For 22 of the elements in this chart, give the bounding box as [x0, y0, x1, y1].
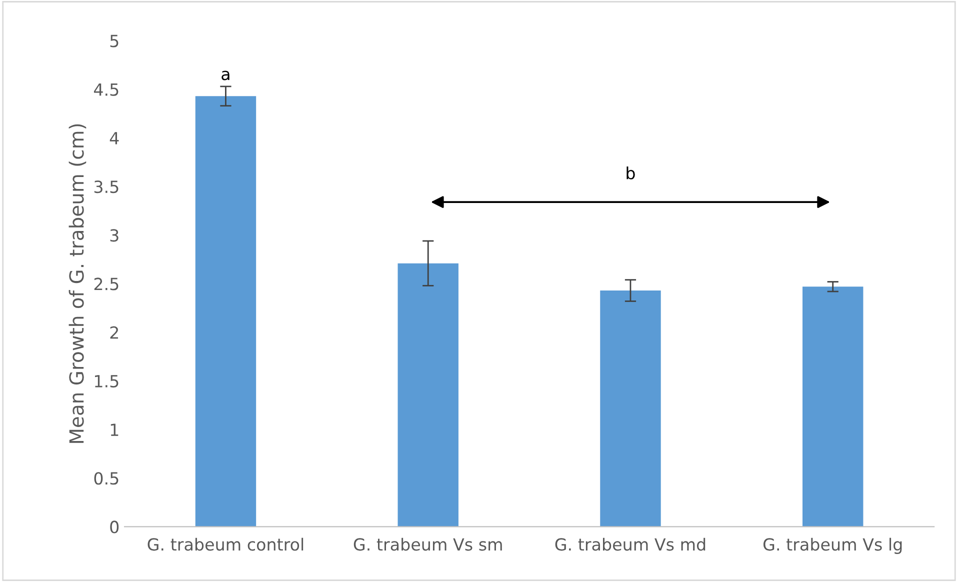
y-tick-label: 3.5	[94, 180, 118, 194]
y-tick-label: 0.5	[94, 472, 118, 485]
annotation: a	[222, 70, 230, 80]
y-tick-label: 2	[110, 326, 118, 339]
x-tick-label: G. trabeum Vs sm	[354, 538, 502, 551]
annotation: b	[626, 166, 635, 180]
y-tick-label: 5	[110, 34, 118, 48]
y-tick-label: 1.5	[95, 375, 118, 388]
y-tick-label: 0	[110, 520, 119, 534]
x-tick-label: G. trabeum Vs lg	[763, 538, 902, 554]
x-tick-label: G. trabeum control	[148, 538, 304, 551]
y-tick-label: 4.5	[94, 84, 118, 96]
y-tick-label: 2.5	[94, 278, 118, 290]
y-tick-label: 3	[110, 229, 118, 242]
bar	[195, 96, 256, 527]
y-axis-title: Mean Growth of G. trabeum (cm)	[68, 124, 86, 443]
x-tick-label: G. trabeum Vs md	[555, 538, 706, 551]
bar	[802, 286, 864, 527]
y-tick-label: 1	[110, 424, 118, 436]
bar	[398, 263, 458, 527]
bar	[600, 290, 661, 527]
y-tick-label: 4	[110, 132, 119, 144]
